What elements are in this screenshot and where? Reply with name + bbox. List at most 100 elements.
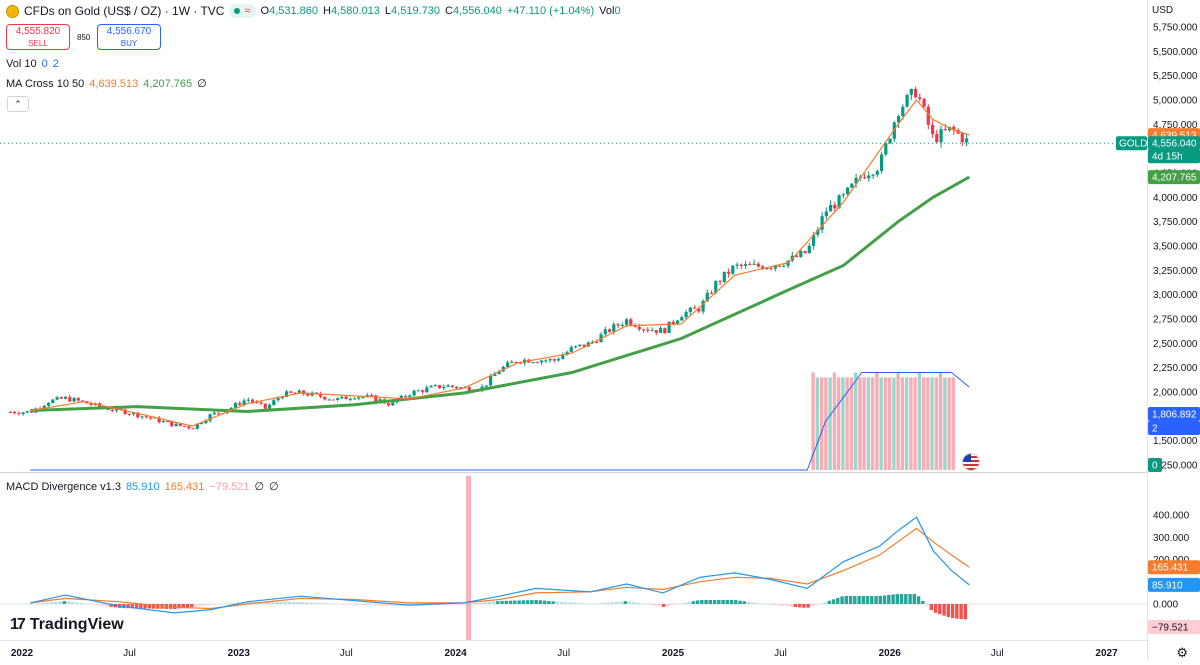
symbol-title[interactable]: CFDs on Gold (US$ / OZ) · 1W · TVC [24, 4, 225, 18]
candle-body [455, 386, 459, 389]
price-tick-label: 4,750.000 [1153, 120, 1198, 131]
candle-body [314, 392, 318, 394]
price-tick-label: 1,500.000 [1153, 436, 1198, 447]
macd-histogram-bar [729, 600, 734, 604]
macd-histogram-bar [219, 604, 224, 605]
macd-histogram-bar [878, 595, 882, 604]
candle-body [127, 414, 131, 416]
macd-tick-label: 400.000 [1153, 511, 1190, 522]
us-flag-icon[interactable] [962, 453, 980, 471]
buy-button[interactable]: 4,556.670 BUY [97, 24, 161, 50]
macd-histogram-bar [530, 600, 534, 604]
macd-histogram-bar [496, 601, 500, 604]
ohlc-high: H4,580.013 [323, 5, 380, 17]
candle-body [603, 329, 607, 335]
macd-histogram-bar [759, 603, 763, 605]
candle-body [918, 97, 922, 99]
candle-body [263, 403, 267, 409]
candle-body [880, 154, 884, 172]
candle-body [47, 403, 51, 406]
macd-histogram-bar [296, 602, 300, 604]
macd-histogram-bar [687, 602, 691, 604]
candle-body [727, 271, 731, 274]
macd-histogram-bar [266, 602, 270, 604]
macd-histogram-bar [88, 604, 92, 605]
macd-histogram-bar [343, 604, 347, 605]
volume-bar [811, 372, 815, 470]
macd-histogram-bar [109, 604, 113, 607]
candle-body [246, 399, 250, 401]
macd-histogram-bar [211, 604, 215, 605]
macd-histogram-bar [929, 604, 933, 611]
candle-body [841, 194, 845, 196]
macd-histogram-bar [338, 604, 343, 605]
macd-histogram-bar [394, 604, 398, 606]
volume-bar [866, 377, 871, 470]
candle-body [531, 362, 535, 364]
collapse-legend-button[interactable]: ⌃ [7, 96, 29, 112]
price-tick-label: 5,500.000 [1153, 47, 1198, 58]
symbol-legend[interactable]: CFDs on Gold (US$ / OZ) · 1W · TVC ≈ O4,… [6, 4, 621, 18]
macd-histogram-bar [670, 604, 674, 606]
macd-histogram-bar [581, 603, 585, 604]
ma-cross-slow-value: 4,207.765 [143, 78, 193, 90]
time-tick-label: 2022 [11, 648, 34, 659]
macd-histogram-bar [857, 596, 861, 604]
volume-bar [845, 377, 849, 470]
macd-histogram-bar [385, 604, 389, 606]
macd-histogram-bar [326, 603, 330, 604]
settings-gear-icon[interactable]: ⚙ [1176, 645, 1188, 660]
price-tick-label: 3,000.000 [1153, 290, 1198, 301]
candle-body [935, 133, 939, 143]
candle-body [722, 271, 726, 282]
macd-histogram-bar [500, 600, 504, 604]
candle-body [833, 204, 837, 209]
macd-legend[interactable]: MACD Divergence v1.3 85.910 165.431 −79.… [6, 480, 279, 494]
candle-body [132, 412, 136, 415]
candle-body [625, 319, 629, 325]
macd-histogram-bar [100, 604, 105, 606]
macd-histogram-bar [190, 604, 194, 608]
macd-histogram-bar [300, 602, 304, 604]
macd-histogram-bar [194, 604, 198, 607]
wave-icon: ≈ [244, 5, 251, 17]
macd-histogram-bar [334, 604, 338, 605]
candle-body [514, 362, 518, 363]
volume-bar [870, 377, 875, 470]
candle-body [64, 396, 68, 399]
sell-button[interactable]: 4,555.820 SELL [6, 24, 70, 50]
ma-cross-legend[interactable]: MA Cross 10 50 4,639.513 4,207.765 ∅ [6, 77, 207, 91]
macd-histogram-bar [313, 602, 317, 604]
tradingview-logo[interactable]: 17 TradingView [10, 616, 124, 634]
ma-cross-label: MA Cross 10 50 [6, 78, 85, 90]
macd-histogram-bar [755, 603, 759, 604]
candle-body [140, 416, 144, 418]
candle-body [663, 328, 667, 333]
macd-histogram-bar [547, 601, 551, 604]
currency-label[interactable]: USD [1152, 5, 1174, 16]
macd-histogram-bar [802, 604, 806, 608]
macd-histogram-bar [79, 603, 83, 604]
candle-body [557, 359, 561, 361]
volume-bar [909, 377, 913, 470]
candle-body [960, 133, 964, 143]
macd-signal-tag-bg [1148, 560, 1200, 575]
macd-histogram-bar [330, 603, 334, 605]
volume-study-legend[interactable]: Vol 10 0 2 [6, 57, 59, 71]
macd-histogram-bar [92, 604, 96, 605]
buy-price: 4,556.670 [106, 26, 152, 37]
volume-bar [934, 377, 939, 470]
macd-histogram-bar [173, 604, 177, 609]
volume-bar [875, 372, 879, 470]
volume-study-label: Vol 10 [6, 58, 37, 70]
price-tick-label: 2,250.000 [1153, 363, 1198, 374]
macd-histogram-bar [49, 602, 54, 604]
macd-histogram-bar [785, 604, 789, 607]
market-status-badge[interactable]: ≈ [229, 4, 256, 18]
macd-histogram-bar [58, 601, 62, 604]
macd-histogram-bar [921, 600, 925, 604]
volume-bar [896, 372, 900, 470]
time-tick-label: 2024 [444, 648, 467, 659]
